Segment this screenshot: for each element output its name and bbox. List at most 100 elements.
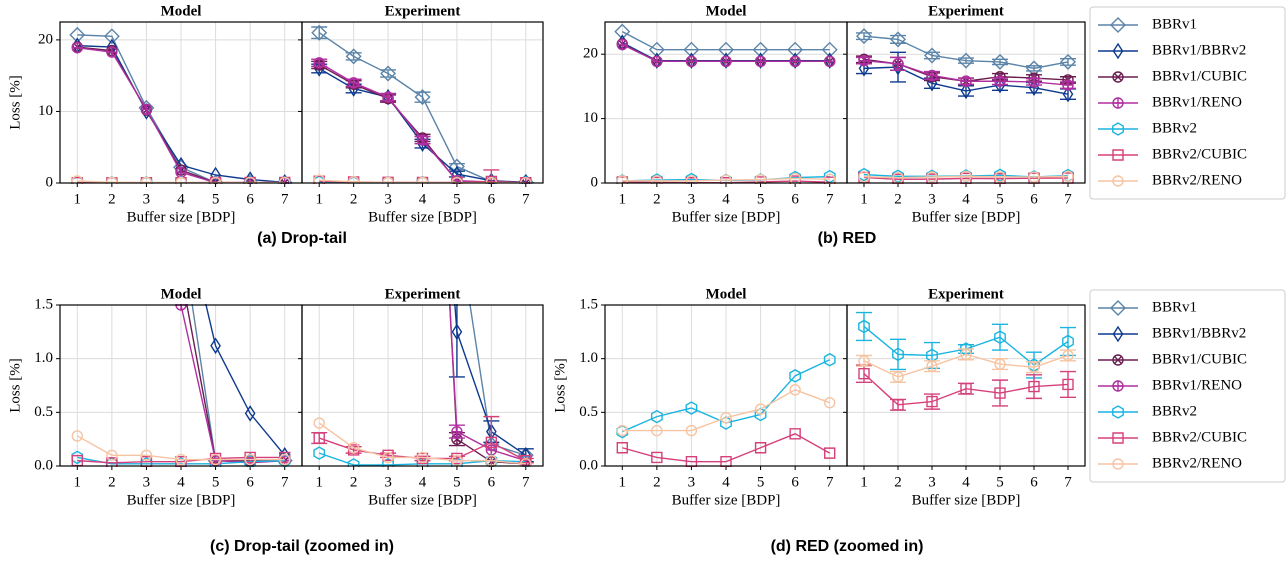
x-tick-label: 6 [488, 191, 496, 207]
series-line [205, 304, 286, 456]
marker [140, 103, 153, 115]
marker [313, 432, 325, 444]
y-tick-label: 1.5 [579, 296, 598, 312]
x-tick-label: 3 [688, 191, 696, 207]
marker [71, 450, 84, 465]
marker [244, 405, 256, 422]
x-tick-label: 6 [1030, 191, 1038, 207]
marker [616, 175, 628, 184]
axes-frame [846, 21, 1086, 184]
marker [651, 451, 663, 464]
legend-marker [1112, 405, 1124, 419]
error-bar [448, 304, 465, 378]
marker [414, 89, 431, 106]
marker [685, 175, 698, 184]
y-axis-label: Loss [%] [7, 358, 23, 413]
marker [1028, 171, 1040, 183]
marker [616, 442, 628, 454]
x-axis-label: Buffer size [BDP] [912, 209, 1021, 225]
legend-marker [1112, 122, 1124, 136]
series-line [76, 435, 285, 461]
axes-frame [301, 304, 544, 467]
marker [382, 91, 394, 103]
x-tick-label: 1 [619, 191, 627, 207]
marker [106, 176, 118, 184]
marker [347, 77, 360, 89]
y-tick-label: 0 [46, 174, 54, 190]
marker [789, 369, 802, 383]
x-tick-label: 5 [212, 474, 220, 490]
marker [858, 171, 870, 183]
marker [994, 172, 1006, 184]
marker [824, 397, 836, 409]
marker [382, 451, 394, 464]
legend-marker [1110, 17, 1126, 33]
x-tick-label: 6 [1030, 474, 1038, 490]
marker [720, 456, 732, 467]
marker [892, 58, 904, 70]
marker [1062, 170, 1074, 182]
marker [892, 173, 904, 184]
marker [754, 442, 767, 454]
marker [926, 69, 938, 82]
x-tick-label: 5 [757, 191, 765, 207]
marker [71, 42, 83, 54]
x-tick-label: 7 [826, 191, 834, 207]
y-tick-label: 10 [38, 103, 53, 119]
marker [347, 442, 360, 454]
y-tick-label: 0 [591, 174, 599, 190]
panel-title: Experiment [928, 286, 1004, 302]
marker [651, 176, 663, 184]
marker [485, 436, 498, 449]
series-line [77, 456, 285, 465]
x-tick-label: 2 [108, 474, 116, 490]
panel-title: Model [706, 3, 747, 19]
x-tick-label: 3 [143, 191, 151, 207]
x-tick-label: 6 [791, 474, 799, 490]
marker [140, 449, 153, 461]
plot-area [856, 311, 1076, 411]
marker [244, 453, 256, 466]
x-tick-label: 7 [1064, 474, 1072, 490]
marker [994, 330, 1006, 345]
x-tick-label: 7 [522, 191, 530, 207]
x-tick-label: 4 [419, 474, 427, 490]
x-tick-label: 5 [757, 474, 765, 490]
y-tick-label: 20 [38, 31, 53, 47]
marker [892, 399, 904, 411]
marker [520, 458, 532, 467]
x-tick-label: 3 [688, 474, 696, 490]
x-axis-label: Buffer size [BDP] [672, 209, 781, 225]
subfigure-caption: (b) RED [818, 230, 877, 247]
legend-marker [1112, 432, 1124, 444]
marker [103, 28, 120, 45]
x-axis-label: Buffer size [BDP] [368, 492, 477, 508]
y-tick-label: 1.5 [34, 296, 53, 312]
marker [685, 424, 698, 437]
marker [858, 167, 870, 182]
legend-label: BBRv1/CUBIC [1152, 351, 1247, 367]
error-bar [380, 69, 397, 78]
x-tick-label: 3 [928, 474, 936, 490]
x-tick-label: 5 [996, 474, 1004, 490]
marker [789, 55, 801, 67]
panel-title: Model [161, 3, 202, 19]
marker [789, 384, 801, 396]
plot-area [856, 28, 1076, 184]
marker [279, 453, 291, 466]
error-bar [483, 415, 500, 467]
legend-label: BBRv2/RENO [1152, 172, 1242, 188]
error-bar [483, 169, 500, 184]
marker [685, 177, 698, 184]
panel-title: Experiment [385, 3, 461, 19]
series-line [863, 176, 1069, 181]
legend-label: BBRv1 [1152, 16, 1197, 32]
legend-label: BBRv1 [1152, 299, 1197, 315]
marker [824, 447, 836, 459]
marker [994, 76, 1006, 94]
legend-marker [1110, 300, 1126, 316]
legend-box [1089, 6, 1286, 200]
marker [175, 456, 187, 467]
x-tick-label: 2 [653, 474, 661, 490]
x-tick-label: 5 [212, 191, 220, 207]
